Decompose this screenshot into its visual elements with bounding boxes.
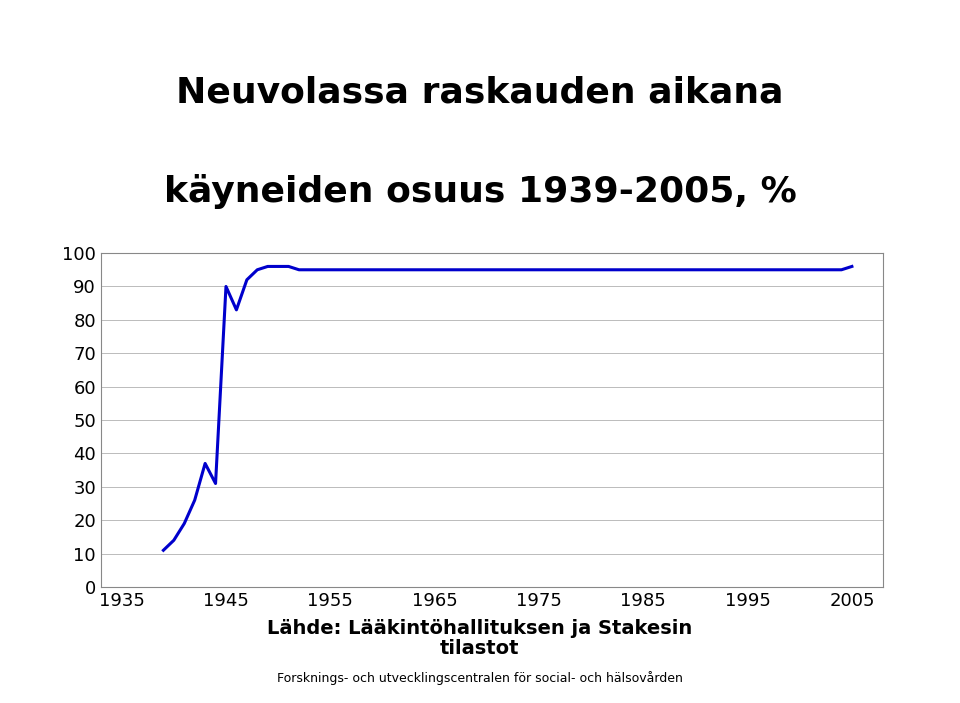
Text: tilastot: tilastot: [441, 638, 519, 657]
Text: Lähde: Lääkintöhallituksen ja Stakesin: Lähde: Lääkintöhallituksen ja Stakesin: [268, 619, 692, 638]
Polygon shape: [11, 652, 73, 688]
Text: Kunskap ger välfärd: Kunskap ger välfärd: [14, 11, 188, 26]
Text: käyneiden osuus 1939-2005, %: käyneiden osuus 1939-2005, %: [163, 174, 797, 209]
Text: Forsknings- och utvecklingscentralen för social- och hälsovården: Forsknings- och utvecklingscentralen för…: [277, 671, 683, 685]
Text: Neuvolassa raskauden aikana: Neuvolassa raskauden aikana: [177, 76, 783, 110]
Text: 6: 6: [935, 11, 946, 26]
Text: STAKES: STAKES: [60, 666, 102, 676]
